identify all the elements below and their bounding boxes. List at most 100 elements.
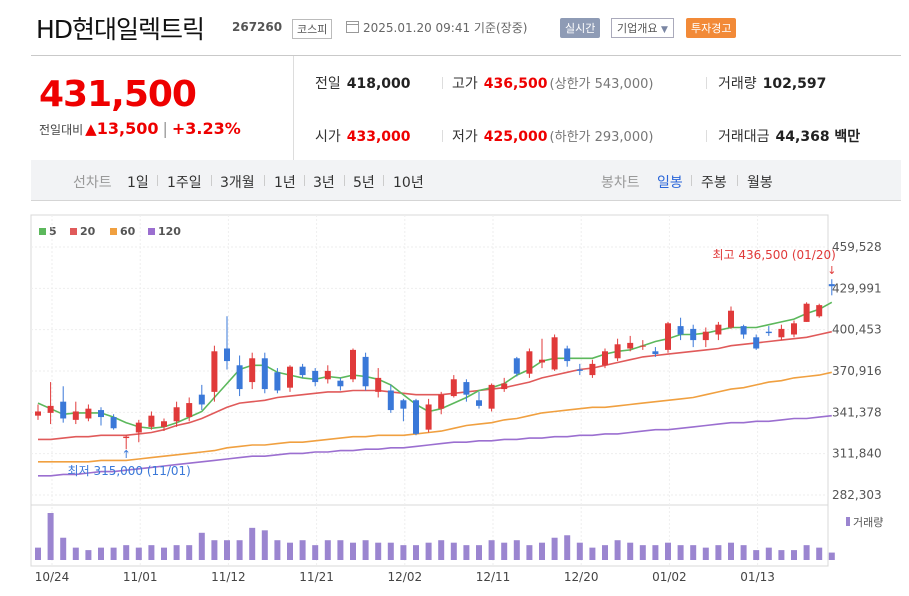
- tab-3year[interactable]: 3년: [313, 175, 335, 191]
- tab-monthly[interactable]: 월봉: [747, 175, 773, 191]
- volume-bar: [551, 537, 558, 560]
- change-percent: +3.23%: [171, 119, 241, 138]
- candle-body: [425, 404, 432, 430]
- volume-bar: [198, 532, 205, 560]
- volume-bar: [375, 542, 382, 560]
- candle-body: [98, 410, 104, 418]
- candle-body: [450, 379, 457, 397]
- candle-body: [274, 372, 281, 391]
- y-tick-label: 400,453: [832, 323, 882, 337]
- y-tick-label: 459,528: [832, 240, 882, 254]
- legend-label: 20: [80, 225, 96, 238]
- volume-bar: [72, 547, 79, 560]
- high-price: 고가 436,500 (상한가 543,000): [452, 73, 653, 93]
- divider: [211, 175, 212, 186]
- chart-tabs: 선차트 1일 1주일 3개월 1년 3년 5년 10년 봉차트 일봉 주봉 월봉: [31, 160, 901, 201]
- tab-10year[interactable]: 10년: [393, 175, 424, 191]
- volume-bar: [438, 540, 445, 560]
- company-info-button[interactable]: 기업개요 ▼: [611, 18, 674, 38]
- volume-bar: [816, 547, 823, 560]
- candle-body: [312, 370, 319, 383]
- volume-bar: [35, 547, 41, 560]
- tab-5year[interactable]: 5년: [353, 175, 375, 191]
- tab-1year[interactable]: 1년: [274, 175, 296, 191]
- high-value: 436,500: [483, 76, 548, 92]
- open-price: 시가 433,000: [315, 126, 411, 146]
- x-tick-label: 01/02: [652, 570, 687, 584]
- candle-body: [413, 400, 419, 434]
- timestamp-text: 2025.01.20 09:41 기준(장중): [363, 21, 528, 35]
- divider: [264, 175, 265, 186]
- volume-bar: [299, 540, 306, 560]
- candle-body: [47, 405, 54, 413]
- candle-body: [362, 356, 369, 387]
- realtime-button[interactable]: 실시간: [560, 18, 601, 38]
- volume-bar: [387, 542, 394, 560]
- company-info-label: 기업개요: [617, 22, 658, 35]
- volume-label: 거래량: [718, 76, 757, 92]
- candle-body: [488, 384, 495, 409]
- tab-daily[interactable]: 일봉: [657, 175, 683, 191]
- candle-body: [198, 394, 205, 405]
- divider: [691, 175, 692, 186]
- candle-body: [224, 348, 230, 362]
- tab-1week[interactable]: 1주일: [167, 175, 202, 191]
- high-label: 고가: [452, 76, 478, 92]
- ma60-line: [38, 371, 832, 463]
- volume-bar: [463, 545, 470, 560]
- stock-name: HD현대일렉트릭: [36, 15, 205, 44]
- candle-body: [778, 328, 785, 338]
- max-arrow: ↓: [827, 264, 836, 277]
- candle-body: [765, 331, 772, 334]
- lower-limit: (하한가 293,000): [549, 130, 654, 145]
- line-chart-heading: 선차트: [73, 175, 112, 191]
- up-arrow-icon: ▲: [85, 120, 97, 138]
- volume-bar: [690, 545, 697, 560]
- divider: [304, 175, 305, 186]
- volume-bar: [362, 540, 369, 560]
- candle-body: [72, 411, 79, 420]
- investment-warning-button[interactable]: 투자경고: [686, 18, 737, 38]
- tab-weekly[interactable]: 주봉: [701, 175, 727, 191]
- legend-swatch: [148, 228, 155, 235]
- candle-body: [803, 303, 810, 322]
- candle-body: [387, 390, 394, 411]
- candle-body: [261, 358, 268, 390]
- volume-bar: [135, 547, 142, 560]
- x-tick-label: 12/11: [476, 570, 511, 584]
- candle-body: [551, 337, 558, 370]
- volume-bar: [791, 550, 797, 560]
- volume-bar: [211, 540, 218, 560]
- candle-body: [211, 351, 218, 392]
- current-price: 431,500: [39, 74, 197, 115]
- price-change: 전일대비 ▲13,500 | +3.23%: [39, 119, 241, 138]
- tab-1day[interactable]: 1일: [127, 175, 149, 191]
- candle-body: [476, 400, 482, 406]
- divider: [344, 175, 345, 186]
- legend-label: 60: [120, 225, 136, 238]
- volume-bar: [589, 547, 596, 560]
- volume-bar: [110, 547, 117, 560]
- legend-ma120: 120: [148, 225, 181, 238]
- volume-bar: [85, 550, 92, 560]
- volume-bar: [413, 545, 419, 560]
- y-tick-label: 370,916: [832, 364, 882, 378]
- volume-bar: [400, 545, 407, 560]
- candle-body: [148, 415, 155, 427]
- legend-swatch: [70, 228, 77, 235]
- low-label: 저가: [452, 129, 478, 145]
- open-label: 시가: [315, 129, 341, 145]
- tab-3month[interactable]: 3개월: [220, 175, 255, 191]
- max-annotation: 최고 436,500 (01/20): [713, 248, 836, 262]
- candle-body: [337, 380, 344, 387]
- candle-body: [576, 369, 583, 371]
- x-tick-label: 01/13: [740, 570, 775, 584]
- legend-ma60: 60: [110, 225, 135, 238]
- volume-bar: [614, 540, 621, 560]
- candle-body: [753, 337, 760, 349]
- legend-swatch: [39, 228, 46, 235]
- volume-bar: [728, 542, 734, 560]
- volume-bar: [173, 545, 180, 560]
- volume-bar: [312, 545, 319, 560]
